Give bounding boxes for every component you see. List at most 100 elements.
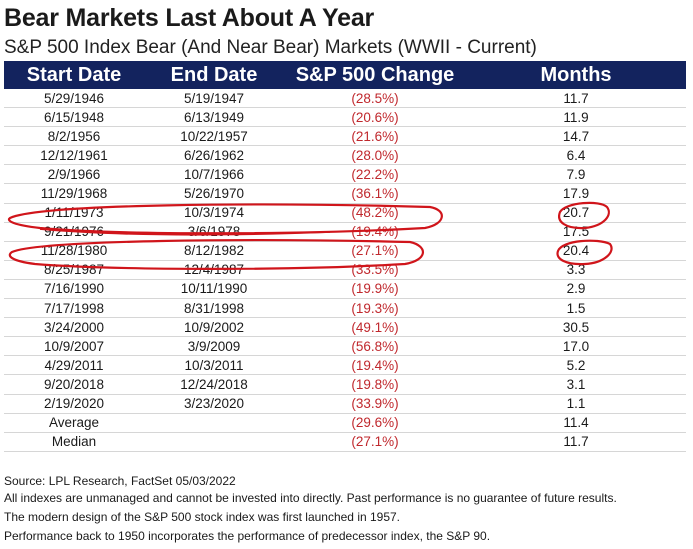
months-cell: 3.3 <box>566 262 586 278</box>
start-date-cell: 5/29/1946 <box>43 90 105 106</box>
table-row: 11/28/1980 8/12/1982 (27.1%) 20.4 <box>4 242 686 261</box>
table-row: 2/19/2020 3/23/2020 (33.9%) 1.1 <box>4 395 686 414</box>
months-cell: 17.5 <box>562 224 590 240</box>
summary-change-cell: (29.6%) <box>351 415 399 431</box>
start-date-cell: 11/29/1968 <box>40 186 108 202</box>
start-date-cell: 7/17/1998 <box>43 300 105 316</box>
change-cell: (19.4%) <box>351 357 399 373</box>
start-date-cell: 8/25/1987 <box>43 262 105 278</box>
table-row: 4/29/2011 10/3/2011 (19.4%) 5.2 <box>4 356 686 376</box>
table-row: 10/9/2007 3/9/2009 (56.8%) 17.0 <box>4 337 686 357</box>
change-cell: (19.9%) <box>351 281 399 297</box>
table-row: 9/21/1976 3/6/1978 (19.4%) 17.5 <box>4 223 686 242</box>
start-date-cell: 2/9/1966 <box>47 166 101 182</box>
table-row: 7/17/1998 8/31/1998 (19.3%) 1.5 <box>4 299 686 319</box>
table-body: 5/29/1946 5/19/1947 (28.5%) 11.7 6/15/1948 6/… <box>4 89 686 452</box>
footnote-source: Source: LPL Research, FactSet 05/03/2022 <box>4 474 236 488</box>
table-row: 9/20/2018 12/24/2018 (19.8%) 3.1 <box>4 375 686 395</box>
end-date-cell: 8/31/1998 <box>183 300 245 316</box>
change-cell: (27.1%) <box>351 243 399 259</box>
months-cell: 20.7 <box>562 205 590 221</box>
months-cell: 11.7 <box>563 90 589 106</box>
end-date-cell: 10/9/2002 <box>183 319 245 335</box>
change-cell: (22.2%) <box>351 166 399 182</box>
summary-label-cell: Average <box>48 415 100 431</box>
end-date-cell: 5/19/1947 <box>183 90 245 106</box>
column-header-start-date: Start Date <box>26 63 122 86</box>
change-cell: (28.0%) <box>351 147 399 163</box>
end-date-cell: 6/13/1949 <box>183 109 245 125</box>
start-date-cell: 6/15/1948 <box>43 109 105 125</box>
change-cell: (20.6%) <box>351 109 399 125</box>
start-date-cell: 9/20/2018 <box>43 376 105 392</box>
change-cell: (19.4%) <box>351 224 399 240</box>
months-cell: 11.9 <box>563 109 589 125</box>
change-cell: (19.8%) <box>351 376 399 392</box>
change-cell: (19.3%) <box>351 300 399 316</box>
table-row: 8/2/1956 10/22/1957 (21.6%) 14.7 <box>4 127 686 147</box>
start-date-cell: 7/16/1990 <box>43 281 105 297</box>
months-cell: 5.2 <box>566 357 586 373</box>
table-row: 11/29/1968 5/26/1970 (36.1%) 17.9 <box>4 184 686 204</box>
months-cell: 7.9 <box>566 166 586 182</box>
end-date-cell: 12/24/2018 <box>180 376 248 392</box>
months-cell: 20.4 <box>562 243 590 259</box>
footnote-predecessor: Performance back to 1950 incorporates th… <box>4 529 491 543</box>
change-cell: (48.2%) <box>351 205 399 221</box>
summary-months-cell: 11.4 <box>563 415 589 431</box>
end-date-cell: 12/4/1987 <box>183 262 245 278</box>
table-row: 6/15/1948 6/13/1949 (20.6%) 11.9 <box>4 108 686 128</box>
change-cell: (49.1%) <box>351 319 399 335</box>
bear-market-table: Start Date End Date S&P 500 Change Month… <box>4 61 686 452</box>
months-cell: 30.5 <box>562 319 590 335</box>
months-cell: 14.7 <box>562 128 590 144</box>
table-row: 7/16/1990 10/11/1990 (19.9%) 2.9 <box>4 280 686 300</box>
start-date-cell: 11/28/1980 <box>40 243 108 259</box>
start-date-cell: 2/19/2020 <box>43 396 105 412</box>
end-date-cell: 10/11/1990 <box>180 281 248 297</box>
start-date-cell: 9/21/1976 <box>43 224 105 240</box>
months-cell: 17.9 <box>562 186 590 202</box>
footnote-design: The modern design of the S&P 500 stock i… <box>4 510 401 524</box>
table-row: 12/12/1961 6/26/1962 (28.0%) 6.4 <box>4 146 686 166</box>
end-date-cell: 6/26/1962 <box>183 147 245 163</box>
footnote-disclaimer: All indexes are unmanaged and cannot be … <box>4 491 617 505</box>
summary-months-cell: 11.7 <box>563 434 589 450</box>
summary-row: Median (27.1%) 11.7 <box>4 433 686 452</box>
end-date-cell: 3/23/2020 <box>183 396 245 412</box>
change-cell: (33.5%) <box>351 262 399 278</box>
end-date-cell: 10/3/1974 <box>183 205 245 221</box>
table-row: 2/9/1966 10/7/1966 (22.2%) 7.9 <box>4 165 686 185</box>
end-date-cell: 3/9/2009 <box>187 338 241 354</box>
start-date-cell: 8/2/1956 <box>47 128 101 144</box>
table-row: 8/25/1987 12/4/1987 (33.5%) 3.3 <box>4 261 686 280</box>
months-cell: 1.1 <box>566 396 586 412</box>
months-cell: 17.0 <box>562 338 590 354</box>
change-cell: (21.6%) <box>351 128 399 144</box>
change-cell: (28.5%) <box>351 90 399 106</box>
summary-change-cell: (27.1%) <box>351 434 399 450</box>
end-date-cell: 10/3/2011 <box>184 357 244 373</box>
end-date-cell: 5/26/1970 <box>183 186 245 202</box>
start-date-cell: 12/12/1961 <box>40 147 108 163</box>
table-row: 5/29/1946 5/19/1947 (28.5%) 11.7 <box>4 89 686 109</box>
chart-title: Bear Markets Last About A Year <box>4 4 375 32</box>
months-cell: 6.4 <box>566 147 586 163</box>
start-date-cell: 1/11/1973 <box>44 205 104 221</box>
summary-row: Average (29.6%) 11.4 <box>4 414 686 433</box>
end-date-cell: 10/22/1957 <box>180 128 248 144</box>
months-cell: 1.5 <box>566 300 586 316</box>
months-cell: 3.1 <box>566 376 586 392</box>
months-cell: 2.9 <box>566 281 586 297</box>
column-header-change: S&P 500 Change <box>295 63 455 86</box>
table-header: Start Date End Date S&P 500 Change Month… <box>4 61 686 89</box>
column-header-months: Months <box>540 63 612 86</box>
table-row: 1/11/1973 10/3/1974 (48.2%) 20.7 <box>4 204 686 223</box>
end-date-cell: 3/6/1978 <box>187 224 241 240</box>
change-cell: (36.1%) <box>351 186 399 202</box>
end-date-cell: 10/7/1966 <box>183 166 245 182</box>
start-date-cell: 10/9/2007 <box>43 338 105 354</box>
column-header-end-date: End Date <box>170 63 258 86</box>
summary-label-cell: Median <box>51 434 97 450</box>
start-date-cell: 4/29/2011 <box>44 357 104 373</box>
